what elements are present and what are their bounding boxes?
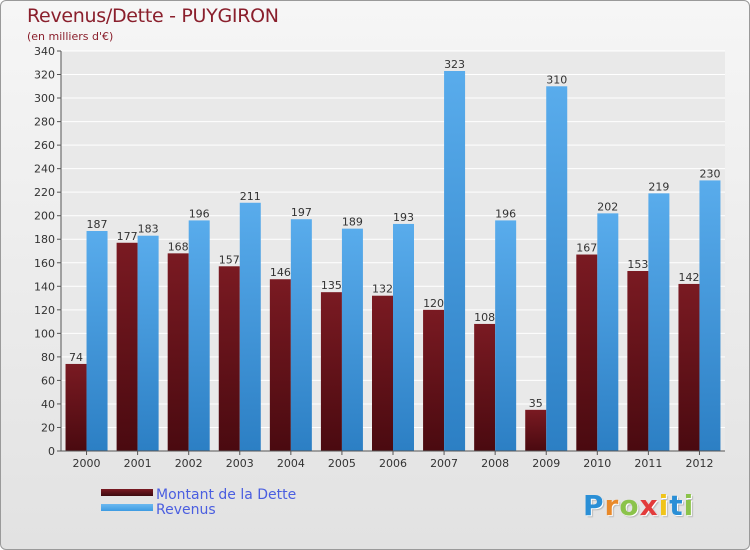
data-label-revenus: 202	[597, 200, 618, 213]
data-label-revenus: 211	[240, 190, 261, 203]
y-tick-label: 160	[34, 257, 55, 270]
data-label-revenus: 189	[342, 216, 363, 229]
x-tick-label: 2006	[379, 457, 407, 470]
bar-dette	[218, 266, 240, 451]
y-tick-label: 0	[48, 445, 55, 458]
y-tick-label: 40	[41, 398, 55, 411]
bar-revenus	[444, 71, 466, 451]
bar-dette	[678, 283, 700, 451]
y-tick-label: 80	[41, 351, 55, 364]
bar-dette	[116, 242, 138, 451]
data-label-dette: 74	[69, 351, 83, 364]
legend-label-revenus: Revenus	[156, 502, 216, 518]
chart-subtitle: (en milliers d'€)	[27, 30, 114, 43]
bar-revenus	[290, 219, 312, 451]
y-tick-label: 200	[34, 210, 55, 223]
logo-letter: o	[619, 489, 640, 522]
x-tick-label: 2000	[73, 457, 101, 470]
data-label-dette: 167	[576, 242, 597, 255]
data-label-revenus: 197	[291, 206, 312, 219]
y-tick-label: 240	[34, 163, 55, 176]
bar-dette	[320, 292, 342, 451]
legend-swatch-revenus	[101, 504, 153, 511]
x-tick-label: 2003	[226, 457, 254, 470]
y-tick-label: 20	[41, 421, 55, 434]
bar-dette	[576, 254, 598, 451]
logo-letter: x	[639, 489, 659, 522]
data-label-dette: 35	[529, 397, 543, 410]
data-label-dette: 135	[321, 279, 342, 292]
y-tick-label: 60	[41, 374, 55, 387]
bar-dette	[167, 253, 189, 451]
bar-revenus	[495, 220, 517, 451]
bar-dette	[65, 363, 87, 451]
data-label-revenus: 323	[444, 58, 465, 71]
x-tick-label: 2008	[481, 457, 509, 470]
logo-letter: r	[604, 489, 620, 522]
bar-dette	[423, 309, 445, 451]
data-label-dette: 132	[372, 283, 393, 296]
bar-revenus	[393, 223, 414, 451]
logo-letter: P	[583, 489, 605, 522]
logo-letter: i	[658, 489, 670, 522]
x-tick-label: 2010	[583, 457, 611, 470]
x-tick-label: 2007	[430, 457, 458, 470]
data-label-revenus: 196	[189, 207, 210, 220]
data-label-revenus: 196	[495, 207, 516, 220]
y-tick-label: 260	[34, 139, 55, 152]
x-tick-label: 2001	[124, 457, 152, 470]
data-label-revenus: 230	[699, 167, 720, 180]
y-tick-label: 220	[34, 186, 55, 199]
data-label-dette: 168	[168, 240, 189, 253]
bar-dette	[474, 323, 496, 451]
data-label-dette: 146	[270, 266, 291, 279]
x-tick-label: 2009	[532, 457, 560, 470]
bar-revenus	[239, 202, 261, 451]
bar-revenus	[341, 228, 363, 451]
y-tick-label: 280	[34, 116, 55, 129]
data-label-revenus: 219	[648, 180, 669, 193]
y-tick-label: 340	[34, 45, 55, 58]
bar-dette	[269, 279, 291, 451]
data-label-revenus: 183	[138, 223, 159, 236]
y-tick-label: 320	[34, 69, 55, 82]
y-tick-label: 300	[34, 92, 55, 105]
bar-revenus	[188, 220, 210, 451]
x-tick-label: 2002	[175, 457, 203, 470]
bar-revenus	[137, 235, 159, 451]
bar-revenus	[597, 213, 619, 451]
data-label-revenus: 193	[393, 211, 414, 224]
data-label-revenus: 187	[87, 218, 108, 231]
bar-dette	[627, 271, 649, 451]
bar-dette	[525, 409, 547, 451]
logo-letter: t	[669, 489, 684, 522]
x-tick-label: 2012	[685, 457, 713, 470]
y-tick-label: 140	[34, 280, 55, 293]
bar-revenus	[648, 193, 670, 451]
data-label-dette: 177	[117, 230, 138, 243]
legend-label-dette: Montant de la Dette	[156, 487, 297, 503]
y-tick-label: 120	[34, 304, 55, 317]
x-tick-label: 2004	[277, 457, 305, 470]
bar-revenus	[699, 180, 721, 452]
x-tick-label: 2005	[328, 457, 356, 470]
bar-revenus	[546, 86, 568, 451]
y-tick-label: 180	[34, 233, 55, 246]
data-label-dette: 120	[423, 297, 444, 310]
chart-title: Revenus/Dette - PUYGIRON	[27, 5, 279, 27]
logo-letter: i	[683, 489, 695, 522]
bar-revenus	[86, 231, 108, 451]
data-label-dette: 108	[474, 311, 495, 324]
x-tick-label: 2011	[634, 457, 662, 470]
data-label-dette: 142	[678, 271, 699, 284]
data-label-dette: 157	[219, 253, 240, 266]
legend-swatch-dette	[101, 489, 153, 496]
data-label-dette: 153	[627, 258, 648, 271]
bar-dette	[372, 295, 393, 451]
y-tick-label: 100	[34, 327, 55, 340]
proxiti-logo: Proxiti	[583, 489, 694, 522]
data-label-revenus: 310	[546, 73, 567, 86]
